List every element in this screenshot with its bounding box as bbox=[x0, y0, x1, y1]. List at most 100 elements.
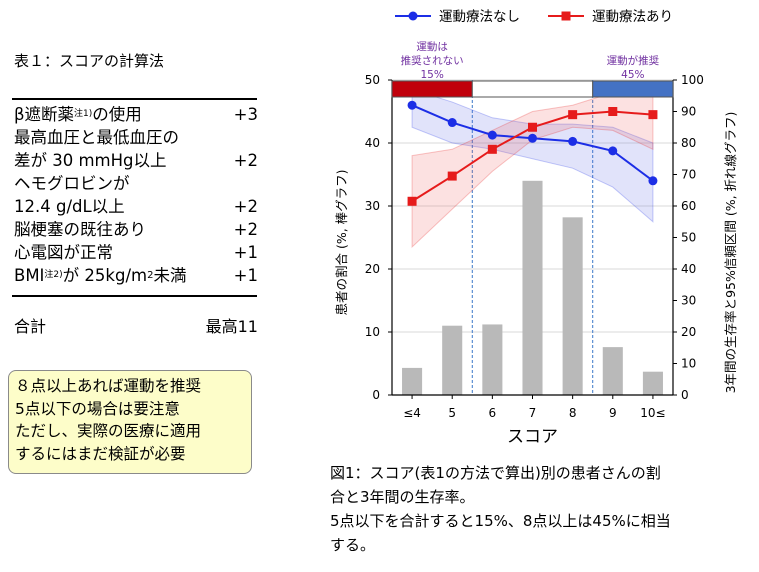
score-row: 12.4 g/dL以上 +2 bbox=[14, 196, 258, 218]
score-row-points: +2 bbox=[233, 151, 258, 170]
series-point bbox=[648, 176, 658, 186]
caption-line: 合と3年間の生存率。 bbox=[330, 488, 475, 506]
band-label: 運動が推奨 bbox=[607, 54, 660, 67]
y2-tick-label: 70 bbox=[681, 168, 696, 182]
series-point bbox=[447, 171, 457, 181]
table-top-rule bbox=[12, 98, 257, 100]
score-row-points: +1 bbox=[233, 266, 258, 285]
y2-tick-label: 40 bbox=[681, 262, 696, 276]
band-label: 15% bbox=[420, 69, 443, 81]
legend-label: 運動療法なし bbox=[439, 8, 520, 25]
score-row: 差が 30 mmHg以上 +2 bbox=[14, 150, 258, 172]
legend-marker bbox=[561, 11, 571, 21]
total-row: 合計 最高11 bbox=[14, 313, 258, 336]
score-row: ヘモグロビンが bbox=[14, 173, 258, 195]
ci-band bbox=[411, 88, 654, 249]
band-label: 45% bbox=[621, 69, 644, 81]
y-tick-label: 40 bbox=[365, 136, 380, 150]
y2-tick-label: 10 bbox=[681, 357, 696, 371]
x-tick-label: 7 bbox=[529, 406, 537, 420]
x-tick-label: 8 bbox=[569, 406, 577, 420]
note-line: ８点以上あれば運動を推奨 bbox=[15, 377, 202, 395]
caption-line: 5点以下を合計すると15%、8点以上は45%に相当 bbox=[330, 512, 671, 530]
bar-9 bbox=[602, 347, 623, 395]
score-row: 脳梗塞の既往あり +2 bbox=[14, 219, 258, 241]
y2-tick-label: 20 bbox=[681, 325, 696, 339]
score-row-points: +2 bbox=[233, 197, 258, 216]
table-title: 表１：スコアの計算法 bbox=[14, 52, 165, 70]
series-point bbox=[648, 110, 658, 120]
x-tick-label: 9 bbox=[609, 406, 617, 420]
bar-6 bbox=[482, 324, 503, 395]
y2-tick-label: 50 bbox=[681, 231, 696, 245]
note-line: ただし、実際の医療に適用 bbox=[15, 422, 202, 440]
figure-caption: 図1：スコア(表1の方法で算出)別の患者さんの割 合と3年間の生存率。 5点以下… bbox=[330, 461, 750, 557]
bar-5 bbox=[442, 325, 463, 395]
note-line: するにはまだ検証が必要 bbox=[15, 444, 186, 463]
score-row-label: 最高血圧と最低血圧の bbox=[14, 128, 179, 147]
series-point bbox=[568, 136, 578, 146]
legend-marker bbox=[408, 11, 418, 21]
caption-line: 図1：スコア(表1の方法で算出)別の患者さんの割 bbox=[330, 464, 661, 482]
score-row-label: β遮断薬注1)の使用 bbox=[14, 105, 142, 124]
recommendation-note: ８点以上あれば運動を推奨 5点以下の場合は要注意 ただし、実際の医療に適用 する… bbox=[8, 370, 252, 474]
total-value: 最高11 bbox=[205, 317, 258, 336]
ci-band bbox=[411, 88, 654, 223]
y-tick-label: 50 bbox=[365, 73, 380, 87]
score-row-points: +3 bbox=[233, 105, 258, 124]
bar-≤4 bbox=[402, 367, 423, 395]
recommendation-band bbox=[592, 80, 674, 98]
series-point bbox=[407, 196, 417, 206]
band-label: 運動は bbox=[416, 40, 448, 53]
y-axis-label: 患者の割合 (%, 棒グラフ) bbox=[334, 169, 349, 315]
score-row-points: +1 bbox=[233, 243, 258, 262]
score-row: 最高血圧と最低血圧の bbox=[14, 127, 258, 149]
y-tick-label: 30 bbox=[365, 199, 380, 213]
recommendation-band bbox=[391, 80, 473, 98]
y2-tick-label: 30 bbox=[681, 294, 696, 308]
series-point bbox=[487, 130, 497, 140]
score-row-label: 差が 30 mmHg以上 bbox=[14, 151, 167, 170]
y2-tick-label: 60 bbox=[681, 199, 696, 213]
x-tick-label: 6 bbox=[489, 406, 497, 420]
series-point bbox=[528, 133, 537, 143]
bar-8 bbox=[562, 217, 583, 395]
score-row-label: 脳梗塞の既往あり bbox=[14, 220, 146, 239]
recommendation-band bbox=[471, 80, 594, 98]
y2-tick-label: 80 bbox=[681, 136, 696, 150]
series-point bbox=[608, 107, 618, 116]
score-row-label: BMI注2)が 25kg/m2未満 bbox=[14, 266, 187, 285]
x-tick-label: ≤4 bbox=[403, 406, 421, 420]
y2-tick-label: 0 bbox=[681, 388, 689, 402]
score-row: 心電図が正常 +1 bbox=[14, 242, 258, 264]
x-axis-label: スコア bbox=[507, 427, 558, 447]
bar-10≤ bbox=[642, 371, 663, 395]
x-tick-label: 5 bbox=[448, 406, 456, 420]
series-point bbox=[407, 100, 417, 110]
table-bottom-rule bbox=[12, 295, 257, 297]
legend-label: 運動療法あり bbox=[592, 8, 673, 25]
x-tick-label: 10≤ bbox=[640, 406, 665, 420]
survival-chart: 0 10 20 30 40 50 0 10 20 30 40 50 60 70 80 90 100 ≤4 5 6 7 8 9… bbox=[334, 8, 738, 447]
y-tick-label: 10 bbox=[365, 325, 380, 339]
total-label: 合計 bbox=[14, 317, 47, 336]
score-row-label: 心電図が正常 bbox=[14, 243, 113, 262]
caption-line: する。 bbox=[330, 536, 376, 554]
score-row-label: ヘモグロビンが bbox=[14, 174, 130, 193]
series-point bbox=[608, 146, 618, 156]
y2-axis-label: 3年間の生存率と95%信頼区間 (%, 折れ線グラフ) bbox=[723, 112, 738, 394]
score-row: BMI注2)が 25kg/m2未満 +1 bbox=[14, 265, 258, 287]
score-row: β遮断薬注1)の使用 +3 bbox=[14, 104, 258, 126]
series-point bbox=[568, 110, 578, 120]
score-row-points: +2 bbox=[233, 220, 258, 239]
note-line: 5点以下の場合は要注意 bbox=[15, 399, 180, 418]
y-tick-label: 20 bbox=[365, 262, 380, 276]
series-point bbox=[487, 144, 497, 154]
y-tick-label: 0 bbox=[372, 388, 380, 402]
band-label: 推奨されない bbox=[401, 54, 464, 67]
series-point bbox=[447, 118, 457, 128]
series-point bbox=[528, 122, 537, 132]
y2-tick-label: 100 bbox=[681, 73, 704, 87]
score-row-label: 12.4 g/dL以上 bbox=[14, 197, 125, 216]
y2-tick-label: 90 bbox=[681, 105, 696, 119]
